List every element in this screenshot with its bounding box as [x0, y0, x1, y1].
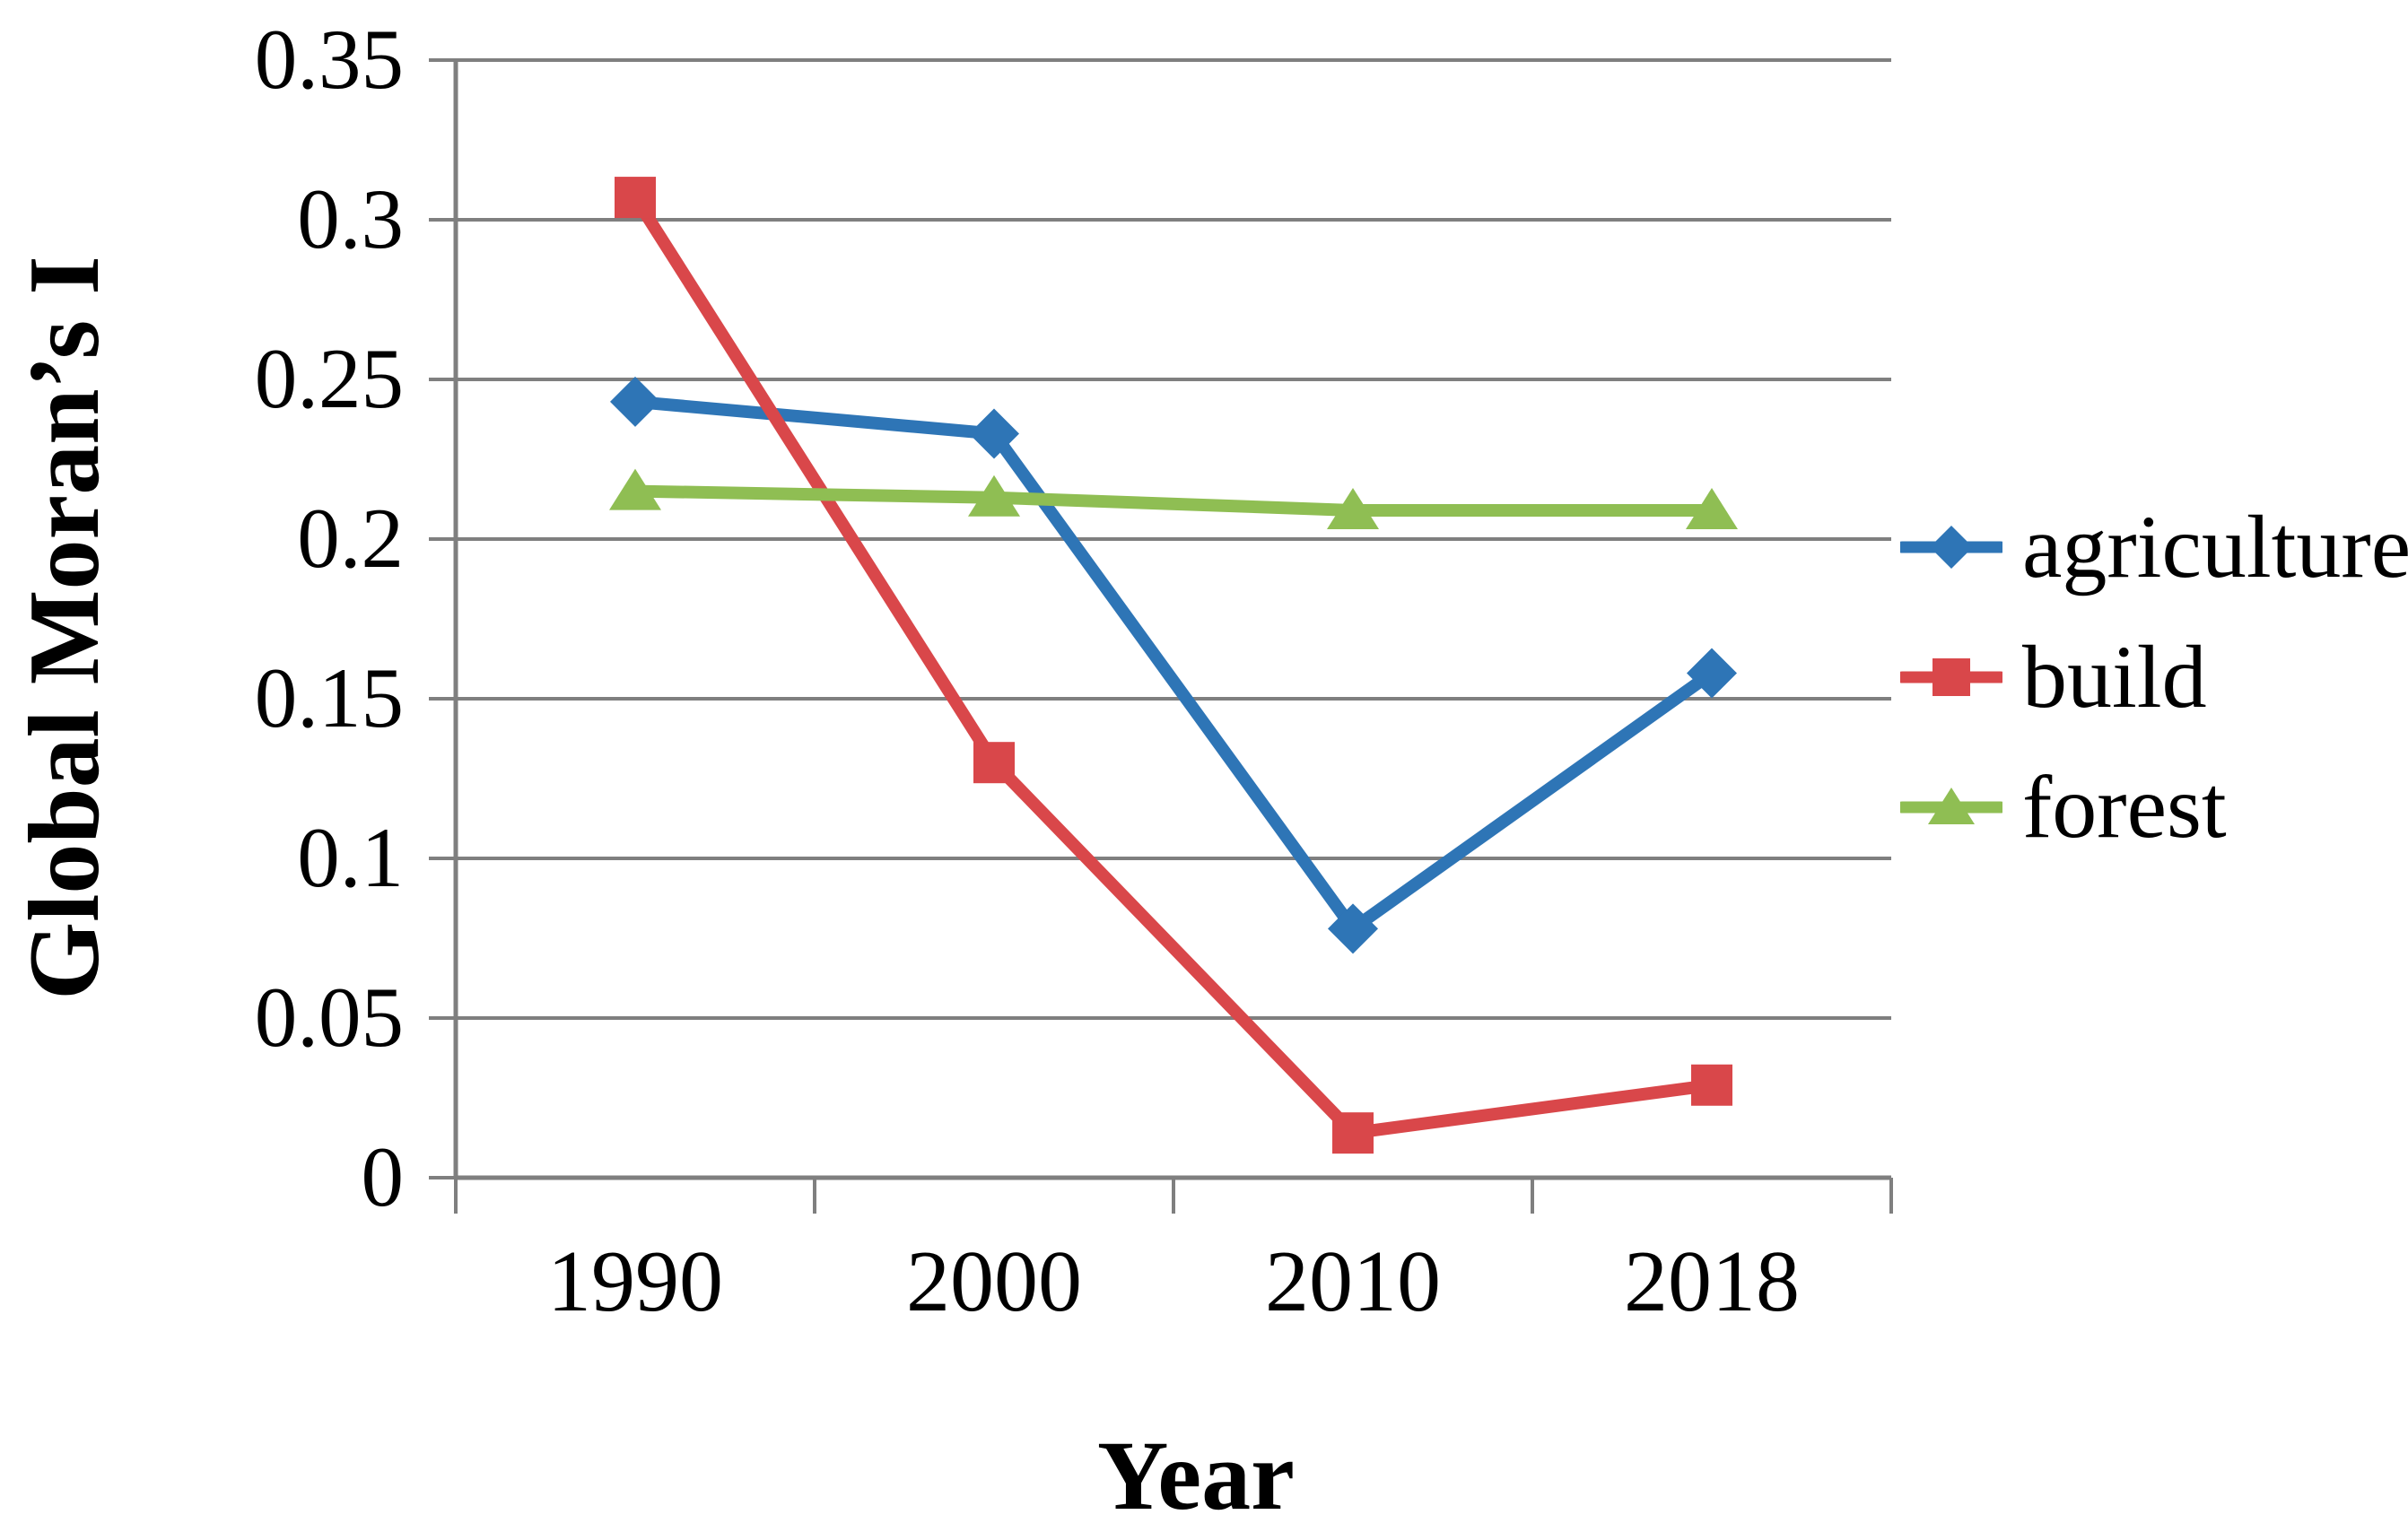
marker-build-2000: [973, 742, 1015, 784]
y-tick-label: 0.15: [254, 650, 404, 745]
series-line-forest: [629, 484, 1718, 517]
marker-agriculture-2010: [1328, 903, 1378, 954]
legend-item-agriculture: agriculture: [1900, 482, 2408, 612]
legend-diamond-icon: [1900, 525, 2002, 569]
y-tick-label: 0.25: [254, 331, 404, 426]
y-tick-label: 0.1: [297, 810, 404, 905]
legend-label: forest: [2022, 756, 2227, 857]
marker-agriculture-2018: [1687, 648, 1737, 699]
marker-forest-2018: [1686, 487, 1738, 529]
legend-triangle-icon: [1900, 787, 2002, 824]
x-axis-title: Year: [1097, 1421, 1295, 1530]
x-tick-label: 1990: [547, 1233, 723, 1330]
marker-build-1990: [615, 177, 656, 219]
legend-item-forest: forest: [1900, 742, 2408, 872]
marker-forest-1990: [609, 468, 661, 510]
legend-label: build: [2022, 626, 2207, 727]
marker-forest-2000: [968, 474, 1020, 517]
chart-legend: agriculture build forest: [1900, 482, 2408, 872]
y-tick-label: 0.3: [297, 171, 404, 266]
y-tick-label: 0.2: [297, 491, 404, 586]
marker-build-2010: [1332, 1112, 1374, 1154]
legend-item-build: build: [1900, 612, 2408, 742]
legend-square-icon: [1900, 657, 2002, 696]
legend-label: agriculture: [2022, 496, 2408, 596]
marker-build-2018: [1691, 1064, 1732, 1106]
x-tick-label: 2018: [1624, 1233, 1800, 1330]
y-tick-label: 0.35: [254, 12, 404, 107]
x-tick-label: 2010: [1265, 1233, 1441, 1330]
x-tick-label: 2000: [906, 1233, 1082, 1330]
y-tick-label: 0.05: [254, 970, 404, 1065]
series-line-agriculture: [629, 395, 1718, 936]
y-tick-label: 0: [361, 1129, 405, 1224]
marker-forest-2010: [1327, 487, 1379, 529]
marker-agriculture-2000: [969, 408, 1019, 459]
marker-agriculture-1990: [610, 376, 660, 427]
series-line-build: [629, 191, 1718, 1140]
